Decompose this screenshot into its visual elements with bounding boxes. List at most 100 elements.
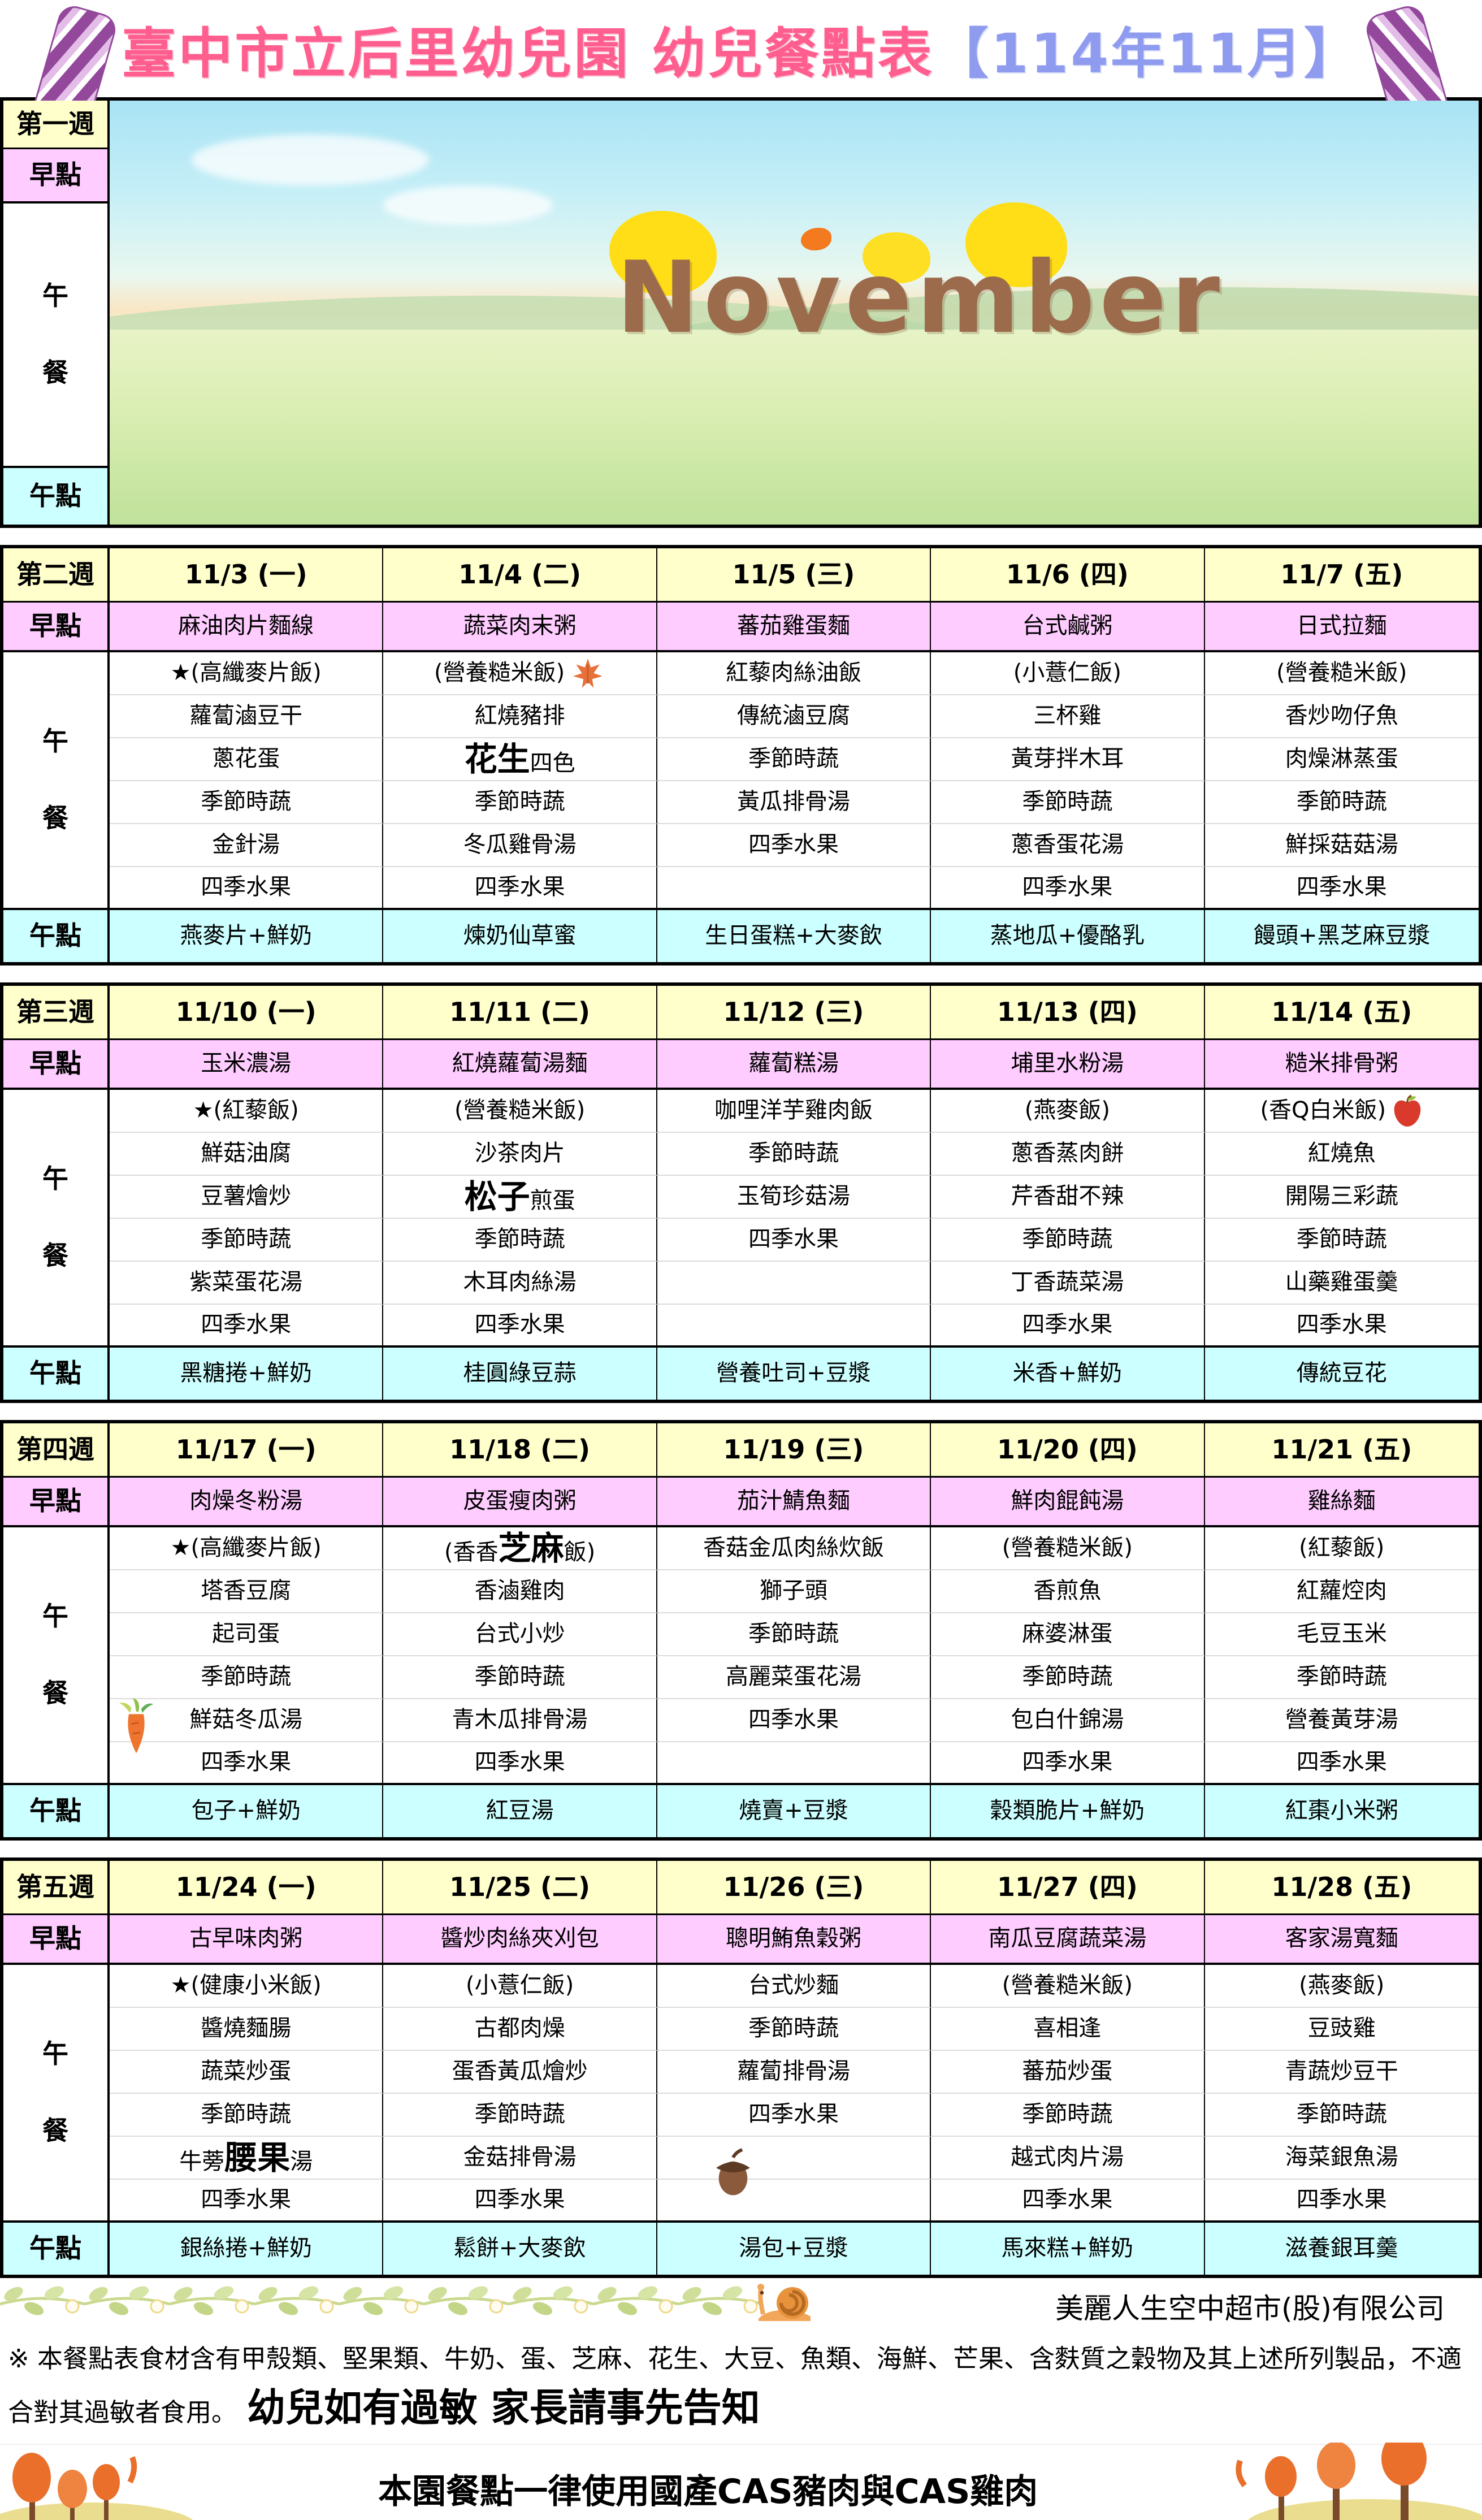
school-name: 臺中市立后里幼兒園 幼兒餐點表 [122, 21, 934, 85]
lunch-cell: 芹香甜不辣 [931, 1176, 1205, 1219]
menu-item-text: 季節時蔬 [1022, 789, 1113, 815]
menu-item-text: 四季水果 [1022, 1311, 1113, 1338]
lunch-cell: 四季水果 [110, 867, 384, 910]
date-cell: 11/26 (三) [657, 1861, 931, 1915]
menu-item-text: 喜相逢 [1033, 2015, 1102, 2042]
lunch-cell: 季節時蔬 [931, 1219, 1205, 1262]
menu-item-text: 馬來糕+鮮奶 [1001, 2235, 1134, 2262]
menu-item-text: 穀類脆片+鮮奶 [990, 1798, 1145, 1824]
lunch-cell: 牛蒡腰果湯 [110, 2137, 384, 2180]
banner-month-text: November [616, 241, 1225, 356]
lunch-cell: ★(紅藜飯) [110, 1090, 384, 1133]
menu-item-text: 季節時蔬 [1296, 789, 1387, 815]
menu-item-text: 季節時蔬 [1022, 2101, 1113, 2128]
vine-decoration [0, 2281, 764, 2324]
menu-item-text: 三杯雞 [1033, 703, 1102, 729]
menu-item-text: 蔥香蒸肉餅 [1011, 1140, 1124, 1167]
menu-item-text: (香Q白米飯) [1260, 1097, 1386, 1124]
page-title: 臺中市立后里幼兒園 幼兒餐點表【114年11月】 [122, 10, 1360, 88]
menu-item-text: 醬炒肉絲夾刈包 [440, 1925, 599, 1952]
lunch-cell: (燕麥飯) [1204, 1965, 1479, 2008]
menu-item-text: 四季水果 [1022, 1749, 1113, 1776]
menu-item-text: 季節時蔬 [748, 746, 839, 772]
trees-icon [1199, 2431, 1482, 2520]
lunch-cell: 四季水果 [1204, 1742, 1479, 1785]
menu-item-text: 蔬菜炒蛋 [201, 2058, 292, 2085]
menu-item-text: 饅頭+黑芝麻豆漿 [1253, 923, 1431, 949]
yellow-tree-icon [609, 211, 717, 296]
footer-divider: 美麗人生空中超市(股)有限公司 [0, 2280, 1482, 2325]
lunch-cell: (營養糙米飯) [383, 652, 657, 695]
lunch-cell: ★(健康小米飯) [110, 1965, 384, 2008]
snack-cell: 饅頭+黑芝麻豆漿 [1204, 910, 1479, 962]
menu-item-text: 塔香豆腐 [201, 1578, 292, 1604]
menu-item-text: 台式鹹粥 [1022, 613, 1113, 639]
lunch-cell: 季節時蔬 [1204, 781, 1479, 824]
menu-item-text: 聰明鮪魚穀粥 [725, 1925, 861, 1952]
menu-weeks: 第一週 早點午餐午點 November 第二週 早點午餐午點 11/3 (一) 麻油肉片麵線… [0, 97, 1482, 2278]
menu-item-text: 四季水果 [474, 1749, 565, 1776]
menu-item-text: 花生四色 [464, 739, 575, 778]
snack-cell: 燕麥片+鮮奶 [110, 910, 384, 962]
menu-item-text: 四季水果 [748, 1707, 839, 1733]
menu-item-text: 丁香蔬菜湯 [1011, 1269, 1124, 1296]
menu-item-text: (紅藜飯) [1299, 1535, 1385, 1561]
snack-cell: 紅豆湯 [383, 1785, 657, 1837]
week-table: 第四週 早點午餐午點 11/17 (一) 肉燥冬粉湯 ★(高纖麥片飯) 塔香豆腐 起司蛋 季節… [0, 1420, 1482, 1841]
snack-cell: 湯包+豆漿 [657, 2223, 931, 2275]
menu-item-text: 獅子頭 [759, 1578, 827, 1604]
lunch-cell: 紅燒豬排 [383, 695, 657, 738]
menu-item-text: ★(健康小米飯) [170, 1972, 322, 1999]
menu-item-text: 紅蘿焢肉 [1296, 1578, 1387, 1604]
lunch-cell: 四季水果 [1204, 2180, 1479, 2223]
date-cell: 11/3 (一) [110, 548, 384, 603]
snack-cell: 馬來糕+鮮奶 [931, 2223, 1205, 2275]
menu-item-text: 四季水果 [748, 2101, 839, 2128]
lunch-cell [657, 1305, 931, 1348]
menu-item-text: ★(高纖麥片飯) [170, 1535, 322, 1561]
row-label-lunch: 午餐 [3, 1090, 110, 1348]
snack-cell: 煉奶仙草蜜 [383, 910, 657, 962]
apple-icon [1392, 1093, 1423, 1128]
menu-item-text: 湯包+豆漿 [739, 2235, 848, 2262]
menu-item-text: (營養糙米飯) [1002, 1535, 1133, 1561]
menu-item-text: 紅燒豬排 [474, 703, 565, 729]
breakfast-cell: 客家湯寬麵 [1204, 1915, 1479, 1965]
lunch-cell: 四季水果 [931, 1305, 1205, 1348]
lunch-cell: 香菇金瓜肉絲炊飯 [657, 1527, 931, 1570]
menu-item-text: (小薏仁飯) [465, 1972, 574, 1999]
menu-item-text: 金針湯 [212, 832, 280, 858]
row-label-lunch: 午餐 [3, 1527, 110, 1785]
menu-item-text: 四季水果 [201, 1749, 292, 1776]
lunch-cell: 營養黃芽湯 [1204, 1699, 1479, 1742]
lunch-cell: 季節時蔬 [383, 1219, 657, 1262]
lunch-cell: ★(高纖麥片飯) [110, 1527, 384, 1570]
menu-item-text: 松子煎蛋 [464, 1177, 575, 1216]
lunch-cell: 松子煎蛋 [383, 1176, 657, 1219]
acorn-icon [709, 2146, 757, 2198]
row-label-lunch-text: 午餐 [42, 726, 68, 833]
lunch-cell: 四季水果 [1204, 1305, 1479, 1348]
menu-item-text: (營養糙米飯) [434, 660, 565, 686]
date-cell: 11/19 (三) [657, 1423, 931, 1478]
lunch-cell: 季節時蔬 [1204, 2094, 1479, 2137]
menu-item-text: 季節時蔬 [201, 2101, 292, 2128]
lunch-cell: (香香芝麻飯) [383, 1527, 657, 1570]
lunch-cell: 四季水果 [931, 1742, 1205, 1785]
menu-item-text: 鮮肉餛飩湯 [1011, 1488, 1124, 1514]
cloud-icon [383, 185, 553, 225]
allergy-text: ※ 本餐點表食材含有甲殼類、堅果類、牛奶、蛋、芝麻、花生、大豆、魚類、海鮮、芒果… [8, 2344, 1462, 2427]
lunch-cell: 金針湯 [110, 824, 384, 867]
menu-item-text: 香炒吻仔魚 [1285, 703, 1398, 729]
menu-item-text: (燕麥飯) [1299, 1972, 1385, 1999]
lunch-cell: 四季水果 [383, 867, 657, 910]
menu-item-text: 生日蛋糕+大麥飲 [705, 923, 882, 949]
lunch-cell: 四季水果 [657, 824, 931, 867]
row-label-snack: 午點 [3, 2223, 110, 2275]
date-cell: 11/4 (二) [383, 548, 657, 603]
menu-item-text: 沙茶肉片 [474, 1140, 565, 1167]
row-label-snack: 午點 [3, 910, 110, 962]
menu-item-text: 季節時蔬 [474, 2101, 565, 2128]
lunch-cell: 台式小炒 [383, 1613, 657, 1656]
menu-item-text: 高麗菜蛋花湯 [725, 1664, 861, 1690]
